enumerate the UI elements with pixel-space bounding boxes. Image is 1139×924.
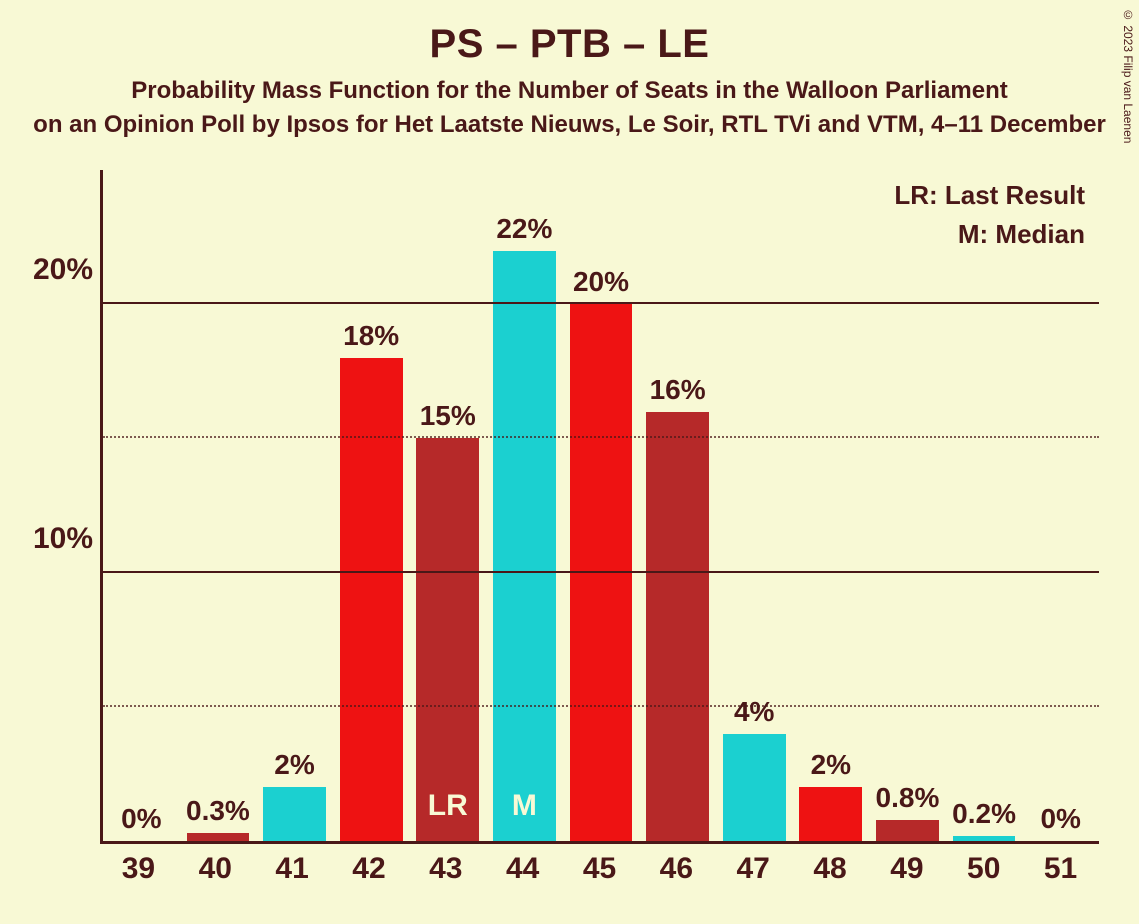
gridline-minor <box>103 705 1099 707</box>
x-tick-label: 46 <box>660 852 693 886</box>
gridline-major <box>103 302 1099 304</box>
bar-value-label: 0% <box>1040 803 1080 835</box>
bar-value-label: 0.2% <box>952 798 1016 830</box>
bar-inner-label: M <box>512 789 537 823</box>
gridline-major <box>103 571 1099 573</box>
chart-subtitle-1: Probability Mass Function for the Number… <box>0 77 1139 105</box>
bar: 2% <box>263 787 326 841</box>
bar: 22%M <box>493 251 556 841</box>
x-tick-label: 45 <box>583 852 616 886</box>
bar-value-label: 4% <box>734 696 774 728</box>
bar: 15%LR <box>416 438 479 841</box>
bar-inner-label: LR <box>428 789 468 823</box>
chart-area: LR: Last Result M: Median 0%0.3%2%18%15%… <box>30 170 1109 904</box>
x-tick-label: 41 <box>275 852 308 886</box>
x-tick-label: 51 <box>1044 852 1077 886</box>
bar: 0.3% <box>187 833 250 841</box>
copyright-text: © 2023 Filip van Laenen <box>1121 8 1135 178</box>
bar-value-label: 18% <box>343 320 399 352</box>
bar: 18% <box>340 358 403 841</box>
bar-value-label: 0.8% <box>876 782 940 814</box>
x-tick-label: 47 <box>737 852 770 886</box>
y-tick-label: 20% <box>33 253 93 287</box>
x-tick-label: 44 <box>506 852 539 886</box>
y-tick-label: 10% <box>33 522 93 556</box>
plot-area: LR: Last Result M: Median 0%0.3%2%18%15%… <box>100 170 1099 844</box>
bar: 0.8% <box>876 820 939 841</box>
bar-value-label: 20% <box>573 266 629 298</box>
x-tick-label: 48 <box>813 852 846 886</box>
bar: 16% <box>646 412 709 841</box>
x-tick-label: 50 <box>967 852 1000 886</box>
bar-value-label: 22% <box>496 213 552 245</box>
bar-value-label: 0% <box>121 803 161 835</box>
bar-value-label: 0.3% <box>186 795 250 827</box>
x-tick-label: 42 <box>352 852 385 886</box>
x-tick-label: 40 <box>199 852 232 886</box>
x-tick-label: 49 <box>890 852 923 886</box>
chart-subtitle-2: on an Opinion Poll by Ipsos for Het Laat… <box>0 111 1139 139</box>
bar: 0.2% <box>953 836 1016 841</box>
bar-value-label: 2% <box>274 749 314 781</box>
bars-container: 0%0.3%2%18%15%LR22%M20%16%4%2%0.8%0.2%0% <box>103 170 1099 841</box>
x-axis: 39 40 41 42 43 44 45 46 47 48 49 50 51 <box>100 844 1099 904</box>
bar-value-label: 16% <box>650 374 706 406</box>
bar-value-label: 2% <box>811 749 851 781</box>
x-tick-label: 39 <box>122 852 155 886</box>
gridline-minor <box>103 436 1099 438</box>
x-tick-label: 43 <box>429 852 462 886</box>
bar: 2% <box>799 787 862 841</box>
bar: 4% <box>723 734 786 841</box>
bar-value-label: 15% <box>420 400 476 432</box>
chart-title: PS – PTB – LE <box>0 0 1139 67</box>
